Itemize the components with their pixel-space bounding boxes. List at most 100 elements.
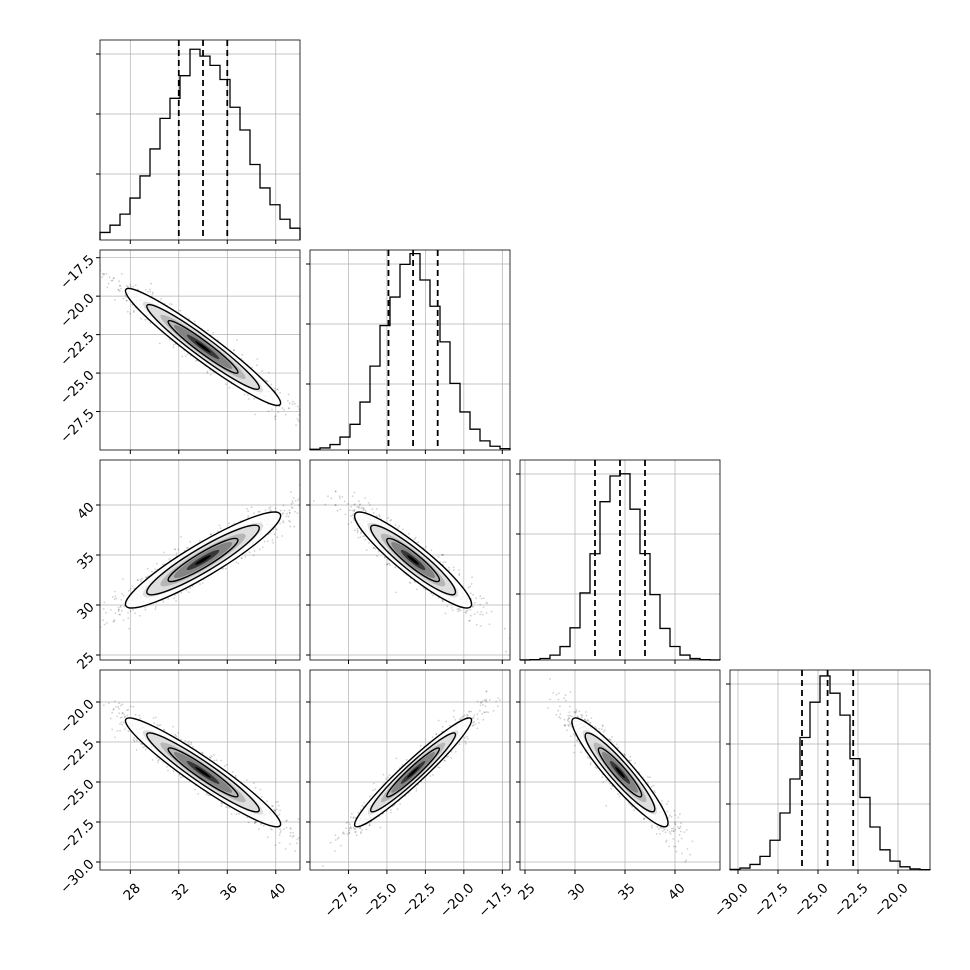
scatter-point	[133, 310, 135, 312]
scatter-point	[124, 715, 126, 718]
scatter-point	[209, 533, 212, 536]
scatter-point	[432, 594, 434, 597]
scatter-point	[199, 583, 202, 585]
scatter-point	[233, 522, 236, 525]
scatter-point	[287, 407, 290, 410]
scatter-point	[505, 650, 507, 653]
scatter-point	[278, 841, 281, 844]
scatter-point	[154, 608, 157, 610]
scatter-point	[292, 497, 295, 499]
scatter-point	[486, 602, 489, 605]
scatter-point	[127, 709, 130, 711]
scatter-point	[441, 554, 444, 556]
scatter-point	[485, 612, 488, 614]
scatter-point	[246, 816, 249, 819]
scatter-point	[154, 568, 157, 571]
scatter-point	[218, 524, 221, 527]
scatter-point	[111, 279, 114, 282]
scatter-point	[293, 525, 296, 528]
scatter-point	[253, 550, 256, 552]
scatter-point	[296, 838, 299, 841]
scatter-point	[92, 697, 94, 699]
density-layer	[100, 484, 304, 630]
scatter-point	[452, 566, 455, 569]
scatter-point	[111, 596, 114, 598]
scatter-point	[286, 512, 288, 515]
scatter-point	[274, 507, 277, 510]
scatter-point	[413, 538, 416, 541]
scatter-point	[110, 279, 113, 282]
scatter-point	[503, 627, 506, 630]
scatter-point	[225, 383, 228, 386]
scatter-point	[256, 364, 258, 367]
scatter-point	[440, 554, 443, 556]
scatter-point	[114, 700, 116, 703]
scatter-point	[450, 607, 453, 609]
scatter-point	[258, 510, 261, 513]
scatter-point	[155, 562, 158, 565]
panel-frame	[99, 459, 301, 661]
scatter-point	[368, 504, 371, 506]
scatter-point	[465, 612, 467, 615]
panel-frame	[309, 459, 511, 661]
scatter-point	[469, 585, 471, 588]
scatter-point	[302, 503, 304, 505]
scatter-point	[362, 535, 364, 538]
scatter-point	[140, 317, 143, 320]
scatter-point	[402, 528, 404, 531]
scatter-point	[130, 286, 132, 288]
scatter-point	[117, 288, 120, 291]
scatter-point	[135, 738, 138, 740]
scatter-point	[207, 794, 210, 797]
scatter-point	[364, 509, 367, 512]
scatter-point	[482, 606, 485, 608]
scatter-point	[389, 519, 392, 522]
scatter-point	[152, 291, 154, 294]
scatter-point	[452, 569, 455, 571]
scatter-point	[469, 614, 472, 617]
scatter-point	[113, 598, 116, 601]
contour-line	[146, 303, 260, 391]
scatter-point	[330, 497, 333, 500]
scatter-point	[277, 804, 280, 807]
scatter-point	[306, 851, 308, 853]
scatter-point	[485, 601, 488, 604]
scatter-point	[114, 299, 116, 301]
scatter-point	[379, 515, 381, 518]
scatter-point	[131, 585, 134, 588]
scatter-point	[353, 504, 356, 506]
scatter-point	[409, 582, 412, 584]
scatter-point	[201, 752, 204, 755]
scatter-point	[281, 535, 284, 537]
scatter-point	[121, 273, 123, 275]
scatter-point	[475, 623, 478, 626]
scatter-point	[254, 413, 256, 416]
scatter-point	[180, 591, 183, 594]
contour-line	[124, 287, 282, 407]
scatter-point	[271, 828, 273, 831]
scatter-point	[180, 776, 182, 779]
scatter-point	[253, 512, 255, 515]
scatter-point	[132, 311, 135, 313]
scatter-point	[133, 740, 136, 743]
scatter-point	[145, 576, 148, 579]
scatter-point	[122, 297, 125, 300]
scatter-point	[394, 524, 397, 526]
scatter-point	[127, 617, 130, 619]
scatter-point	[134, 612, 136, 615]
scatter-point	[365, 510, 367, 513]
scatter-point	[219, 527, 222, 529]
scatter-point	[139, 717, 142, 720]
histogram-panel-0	[96, 39, 301, 241]
scatter-point	[359, 536, 362, 538]
scatter-point	[368, 542, 370, 544]
scatter-point	[157, 761, 159, 764]
density-panel-3-0	[92, 669, 308, 871]
scatter-point	[266, 380, 269, 383]
scatter-point	[276, 536, 279, 539]
scatter-point	[144, 318, 147, 321]
scatter-point	[102, 619, 104, 622]
scatter-point	[123, 605, 126, 608]
scatter-point	[154, 606, 157, 608]
scatter-point	[119, 285, 122, 287]
